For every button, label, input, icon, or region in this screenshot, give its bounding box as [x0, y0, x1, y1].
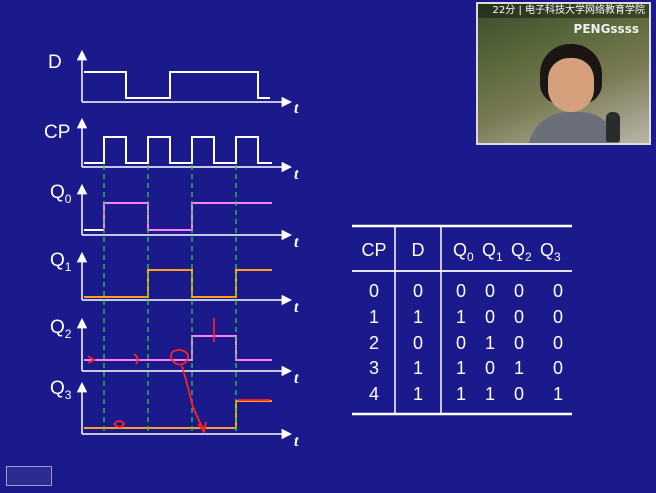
table-cell: 0: [413, 333, 423, 353]
table-cell: 0: [413, 281, 423, 301]
signal-labels: D CP Q0 Q1 Q2 Q3: [44, 52, 72, 402]
waveform-q3: [84, 400, 272, 429]
table-cell: 1: [485, 384, 495, 404]
table-row: 4 1 1 1 0 1: [369, 384, 563, 404]
annotation-mark-2: [133, 353, 139, 365]
hand-annotations: [87, 318, 270, 435]
table-cell: 0: [553, 333, 563, 353]
signal-label-q1: Q1: [50, 250, 72, 274]
table-cell: 1: [413, 307, 423, 327]
header-q1: Q1: [482, 240, 503, 264]
table-cell: 4: [369, 384, 379, 404]
table-cell: 1: [413, 384, 423, 404]
time-labels: t t t t t t: [294, 100, 299, 450]
table-row: 1 1 1 0 0 0: [369, 307, 563, 327]
t-label-q0: t: [294, 234, 299, 251]
lecturer-video[interactable]: 22分 | 电子科技大学网络教育学院 PENGssss: [476, 2, 651, 145]
table-cell: 0: [553, 307, 563, 327]
signal-label-cp: CP: [44, 122, 70, 143]
t-label-q3: t: [294, 433, 299, 450]
waveform-cp: [84, 136, 272, 164]
table-cell: 1: [369, 307, 379, 327]
presenter-face: [548, 58, 594, 112]
header-q2: Q2: [511, 240, 532, 264]
table-header: CP D Q0 Q1 Q2 Q3: [361, 240, 561, 264]
header-q3: Q3: [540, 240, 561, 264]
annotation-arrow-head: [197, 421, 207, 435]
t-label-d: t: [294, 100, 299, 117]
table-cell: 3: [369, 358, 379, 378]
table-cell: 0: [514, 333, 524, 353]
table-cell: 2: [369, 333, 379, 353]
header-d: D: [412, 240, 425, 260]
microphone-icon: [606, 112, 620, 142]
waveform-q0: [103, 202, 272, 231]
clock-guides: [103, 165, 237, 432]
table-cell: 0: [514, 307, 524, 327]
table-cell: 1: [514, 358, 524, 378]
table-cell: 0: [485, 358, 495, 378]
waveform-q1: [84, 269, 272, 298]
video-watermark: PENGssss: [573, 22, 639, 36]
annotation-mark-1: [87, 355, 96, 364]
presenter-image: [528, 44, 620, 143]
table-cell: 0: [553, 281, 563, 301]
t-label-q1: t: [294, 299, 299, 316]
t-label-q2: t: [294, 370, 299, 387]
table-cell: 1: [456, 358, 466, 378]
table-cell: 0: [514, 384, 524, 404]
signal-label-q0: Q0: [50, 182, 72, 206]
video-caption: 22分 | 电子科技大学网络教育学院: [478, 4, 649, 18]
header-q0: Q0: [453, 240, 474, 264]
table-cell: 0: [456, 333, 466, 353]
table-cell: 1: [553, 384, 563, 404]
table-cell: 1: [485, 333, 495, 353]
table-cell: 0: [456, 281, 466, 301]
table-cell: 0: [485, 281, 495, 301]
table-body: 0 0 0 0 0 0 1 1 1 0 0 0 2 0 0 1 0 0: [369, 281, 563, 404]
table-row: 3 1 1 0 1 0: [369, 358, 563, 378]
player-control-button[interactable]: [6, 466, 52, 486]
table-cell: 0: [369, 281, 379, 301]
header-cp: CP: [361, 240, 386, 260]
annotation-stroke-down: [181, 365, 205, 431]
waveform-d: [84, 71, 270, 99]
signal-label-d: D: [48, 52, 62, 73]
truth-table: CP D Q0 Q1 Q2 Q3 0 0 0 0 0 0 1 1 1 0 0 0: [352, 224, 572, 416]
table-cell: 0: [514, 281, 524, 301]
signal-label-q3: Q3: [50, 378, 72, 402]
table-cell: 1: [456, 307, 466, 327]
table-cell: 0: [485, 307, 495, 327]
table-cell: 1: [413, 358, 423, 378]
table-cell: 1: [456, 384, 466, 404]
table-row: 0 0 0 0 0 0: [369, 281, 563, 301]
table-cell: 0: [553, 358, 563, 378]
axes: [76, 49, 293, 440]
waveform-q2: [84, 335, 272, 361]
table-row: 2 0 0 1 0 0: [369, 333, 563, 353]
signal-label-q2: Q2: [50, 317, 72, 341]
annotation-loop: [170, 349, 189, 366]
annotation-circle: [113, 420, 126, 428]
t-label-cp: t: [294, 166, 299, 183]
